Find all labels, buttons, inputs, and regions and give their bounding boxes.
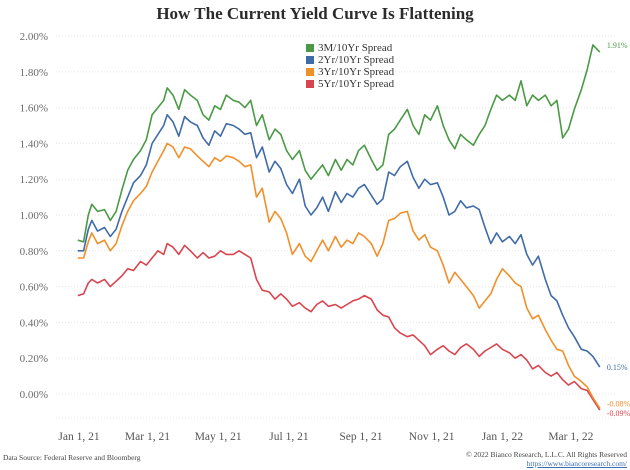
x-tick-label: Jul 1, 21 (269, 431, 309, 443)
x-tick-label: Mar 1, 22 (548, 431, 593, 443)
legend-label: 2Yr/10Yr Spread (318, 54, 395, 66)
legend-swatch (306, 80, 314, 88)
legend-item-3m-10yr: 3M/10Yr Spread (306, 42, 394, 54)
series-lines (77, 44, 601, 411)
y-tick-label: 2.00% (20, 31, 48, 43)
legend: 3M/10Yr Spread 2Yr/10Yr Spread 3Yr/10Yr … (306, 42, 394, 90)
end-value-label: 0.15% (607, 363, 628, 372)
x-axis: Jan 1, 21 Mar 1, 21 May 1, 21 Jul 1, 21 Sep … (58, 431, 593, 443)
legend-item-5yr-10yr: 5Yr/10Yr Spread (306, 78, 394, 90)
series-line-3yr-10yr-spread (77, 142, 601, 409)
y-tick-label: 1.00% (20, 210, 48, 222)
end-value-label: -0.08% (607, 399, 630, 408)
legend-label: 3M/10Yr Spread (318, 42, 393, 54)
gridlines (56, 35, 615, 419)
x-tick-label: Jan 1, 22 (482, 431, 523, 443)
x-tick-label: Jan 1, 21 (58, 431, 99, 443)
legend-swatch (306, 44, 314, 52)
legend-label: 3Yr/10Yr Spread (318, 66, 395, 78)
x-tick-label: Sep 1, 21 (339, 431, 382, 443)
x-tick-label: Nov 1, 21 (409, 431, 455, 443)
y-tick-label: 1.60% (20, 103, 48, 115)
y-tick-label: 0.60% (20, 282, 48, 294)
x-tick-label: Mar 1, 21 (125, 431, 170, 443)
copyright-block: © 2022 Bianco Research, L.L.C. All Right… (466, 450, 627, 468)
y-tick-label: 1.40% (20, 138, 48, 150)
end-value-label: -0.09% (607, 409, 630, 418)
series-line-5yr-10yr-spread (77, 242, 601, 411)
y-tick-label: 0.80% (20, 246, 48, 258)
y-tick-label: 0.20% (20, 353, 48, 365)
data-source-note: Data Source: Federal Reserve and Bloombe… (3, 453, 141, 462)
legend-item-3yr-10yr: 3Yr/10Yr Spread (306, 66, 394, 78)
legend-item-2yr-10yr: 2Yr/10Yr Spread (306, 54, 394, 66)
legend-swatch (306, 68, 314, 76)
series-line-2yr-10yr-spread (77, 114, 601, 368)
copyright-text: © 2022 Bianco Research, L.L.C. All Right… (466, 450, 627, 459)
legend-swatch (306, 56, 314, 64)
legend-label: 5Yr/10Yr Spread (318, 78, 395, 90)
y-axis: 2.00% 1.80% 1.60% 1.40% 1.20% 1.00% 0.80% 0.60%… (20, 31, 48, 401)
chart-title: How The Current Yield Curve Is Flattenin… (156, 4, 474, 23)
series-line-3m-10yr-spread (77, 44, 601, 243)
y-tick-label: 0.40% (20, 317, 48, 329)
website-link[interactable]: https://www.biancoresearch.com/ (526, 459, 627, 468)
end-labels: -0.09%-0.08% 0.15% 1.91% (607, 41, 630, 418)
end-value-label: 1.91% (607, 41, 628, 50)
y-tick-label: 1.80% (20, 67, 48, 79)
x-tick-label: May 1, 21 (195, 431, 242, 443)
y-tick-label: 1.20% (20, 174, 48, 186)
y-tick-label: 0.00% (20, 389, 48, 401)
